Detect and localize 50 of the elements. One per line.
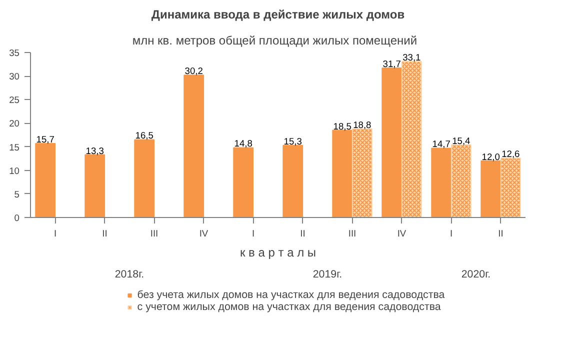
y-tick-label: 30 (9, 72, 20, 82)
x-tick-label: III (348, 228, 356, 238)
bar (332, 130, 353, 218)
text: 2018г. (114, 268, 144, 280)
legend-label: с учетом жилых домов на участках для ведения садоводства (137, 301, 441, 313)
y-tick-label: 5 (14, 189, 20, 200)
bar (84, 154, 106, 218)
data-label: 15,3 (284, 136, 302, 146)
data-label: 15,4 (452, 136, 470, 146)
y-tick-label: 10 (9, 166, 20, 176)
bar (35, 142, 56, 218)
text: 2019г. (312, 268, 342, 280)
data-label: 33,1 (402, 52, 421, 62)
y-tick-label: 25 (9, 95, 20, 106)
data-label: 31,7 (382, 59, 401, 70)
x-tick-label: I (252, 228, 255, 238)
data-label: 12,6 (502, 149, 520, 160)
x-tick-label: II (300, 228, 306, 238)
bar (233, 147, 254, 218)
y-tick-label: 35 (9, 48, 20, 58)
chart-title: Динамика ввода в действие жилых домов (151, 8, 405, 22)
x-tick-label: II (102, 228, 108, 238)
bar (431, 148, 452, 218)
bar (184, 74, 204, 218)
data-label: 14,8 (234, 138, 252, 149)
x-tick-label: IV (199, 228, 209, 238)
x-axis-title: к в а р т а л ы (240, 246, 316, 260)
data-label: 18,8 (353, 120, 372, 130)
y-tick-label: 20 (9, 118, 20, 129)
data-label: 13,3 (86, 146, 104, 156)
bar (382, 68, 402, 218)
x-tick-label: I (54, 228, 57, 238)
chart-subtitle: млн кв. метров общей площади жилых помещений (132, 34, 418, 48)
bar (480, 160, 502, 218)
data-label: 18,5 (333, 121, 352, 132)
bar (282, 144, 304, 218)
x-tick-label: IV (397, 228, 407, 238)
data-label: 12,0 (482, 152, 500, 162)
y-tick-label: 0 (14, 213, 20, 223)
x-tick-label: I (450, 228, 453, 238)
data-label: 30,2 (184, 66, 203, 76)
bar (134, 139, 155, 218)
data-label: 15,7 (36, 134, 54, 144)
y-tick-label: 15 (9, 142, 20, 152)
data-label: 16,5 (135, 130, 154, 141)
x-tick-label: III (150, 228, 158, 238)
legend-label: без учета жилых домов на участках для ведения садоводства (137, 289, 445, 301)
data-label: 14,7 (432, 139, 450, 150)
x-tick-label: II (498, 228, 504, 238)
text: 2020г. (461, 268, 491, 280)
